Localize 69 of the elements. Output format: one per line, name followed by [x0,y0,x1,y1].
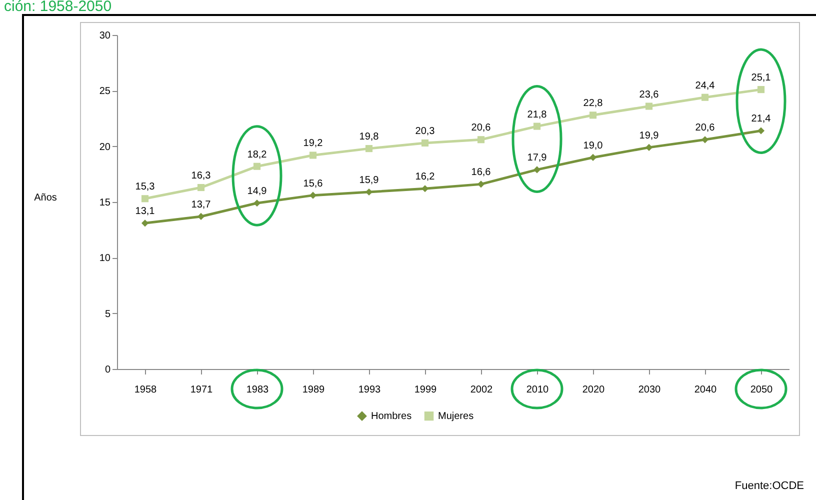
data-label: 19,8 [359,132,380,143]
point [589,154,597,162]
data-label: 18,2 [247,149,268,160]
point [253,162,261,170]
data-label: 13,7 [191,199,212,210]
point [533,122,541,130]
data-label: 16,3 [191,170,212,182]
point [477,180,485,188]
x-tick-label: 2020 [582,384,606,396]
point [421,139,429,147]
chart-title: ción: 1958-2050 [4,0,112,15]
data-label: 22,8 [583,98,604,110]
data-label: 19,2 [303,138,324,150]
x-tick-label: 2040 [694,384,718,396]
y-tick-label: 25 [99,86,111,98]
point [757,127,765,134]
point [589,112,597,119]
data-label: 16,6 [471,167,492,178]
x-tick-label: 1958 [134,384,158,396]
data-label: 15,9 [359,174,380,186]
data-label: 21,4 [751,114,772,125]
point [645,102,653,110]
point [701,136,709,144]
data-label: 24,4 [695,80,716,92]
source-note: Fuente:OCDE [734,480,804,492]
y-axis-title: Años [34,192,57,204]
data-label: 19,9 [639,130,660,142]
x-tick-label: 2050 [750,384,774,396]
data-label: 25,1 [751,72,772,84]
data-label: 20,3 [415,126,436,137]
point [365,145,373,152]
x-tick-label: 1999 [414,384,438,396]
data-label: 23,6 [639,89,660,100]
data-label: 17,9 [527,152,548,164]
point [141,220,149,227]
data-label: 20,6 [695,122,716,134]
x-tick-label: 1983 [246,384,270,396]
point [533,166,541,174]
data-label: 21,8 [527,109,548,120]
x-tick-label: 1989 [302,384,326,396]
point [701,94,709,101]
y-tick-label: 0 [104,364,111,376]
data-label: 13,1 [135,206,156,218]
point [477,136,485,144]
point [253,200,261,207]
y-tick-label: 5 [104,308,111,320]
y-tick-label: 10 [99,253,111,264]
x-tick-label: 2030 [638,384,662,396]
x-tick-label: 1993 [358,384,382,396]
x-tick-label: 2002 [470,384,494,396]
point [197,184,205,192]
data-label: 16,2 [415,172,436,183]
point [757,86,765,94]
data-label: 14,9 [247,186,268,198]
data-label: 20,6 [471,122,492,134]
data-label: 19,0 [583,140,604,152]
point [645,144,653,151]
legend-label: Hombres [371,411,412,422]
y-tick-label: 20 [99,142,111,153]
legend-label: Mujeres [438,411,474,422]
x-tick-label: 2010 [526,384,550,396]
point [309,152,317,159]
y-tick-label: 30 [99,30,111,42]
point [141,195,149,202]
data-label: 15,3 [135,182,156,193]
point [197,212,205,220]
y-tick-label: 15 [99,198,111,208]
x-tick-label: 1971 [190,384,214,396]
data-label: 15,6 [303,178,324,190]
